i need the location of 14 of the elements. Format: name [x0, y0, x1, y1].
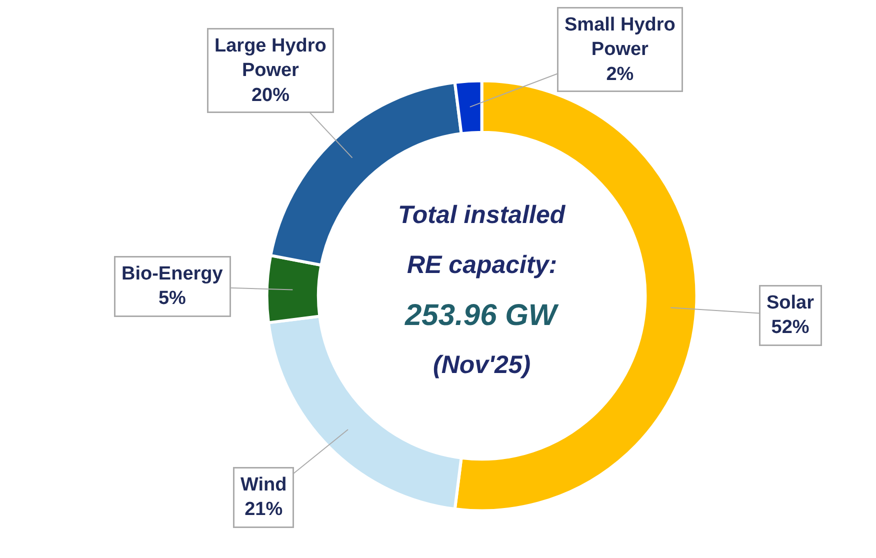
data-label: 21% [244, 499, 283, 520]
text: RE capacity: [407, 251, 558, 279]
text: 253.96 GW [404, 299, 560, 332]
slice-label: Large Hydro Power [214, 36, 326, 82]
slice-label: Wind [240, 474, 287, 496]
data-label: 5% [158, 288, 186, 310]
slice-label: Small Hydro Power [564, 14, 676, 60]
slice-label: Solar [766, 292, 815, 314]
text: Total installed [398, 201, 566, 229]
slice-label: Bio-Energy [122, 264, 224, 284]
data-label: 2% [606, 64, 634, 85]
text: (Nov'25) [433, 351, 531, 379]
data-label: 20% [251, 84, 290, 106]
data-label: 52% [771, 317, 810, 338]
